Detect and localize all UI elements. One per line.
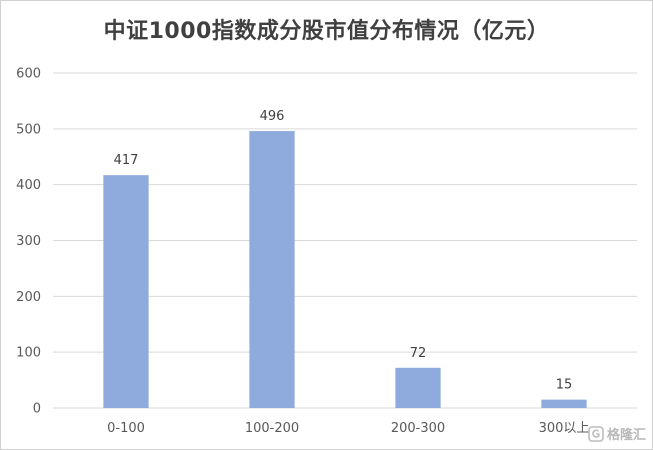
- watermark: 格隆汇: [588, 424, 646, 443]
- watermark-text: 格隆汇: [606, 428, 646, 443]
- y-tick-label-0: 0: [33, 402, 41, 417]
- data-label-0-100: 417: [114, 153, 139, 168]
- x-tick-label-0-100: 0-100: [107, 421, 145, 436]
- glh-logo-icon: [588, 425, 604, 442]
- bar-300以上: [541, 399, 587, 408]
- data-label-100-200: 496: [260, 109, 285, 124]
- bar-200-300: [395, 367, 441, 408]
- data-label-300以上: 15: [556, 378, 573, 393]
- x-tick-label-300以上: 300以上: [539, 421, 590, 436]
- grid-lines: [53, 72, 637, 409]
- bars: [103, 131, 587, 409]
- bar-100-200: [249, 131, 295, 409]
- bar-0-100: [103, 175, 149, 408]
- y-tick-label-1: 100: [16, 346, 41, 361]
- y-tick-label-3: 300: [16, 234, 41, 249]
- data-label-200-300: 72: [410, 346, 427, 361]
- y-tick-label-6: 600: [16, 67, 41, 82]
- x-tick-label-100-200: 100-200: [245, 421, 299, 436]
- y-tick-label-2: 200: [16, 290, 41, 305]
- y-tick-label-5: 500: [16, 122, 41, 137]
- chart-title: 中证1000指数成分股市值分布情况（亿元）: [103, 19, 550, 44]
- data-labels: 417 496 72 15: [114, 109, 573, 393]
- y-axis-ticks: 0 100 200 300 400 500 600: [16, 67, 41, 417]
- x-axis-ticks: 0-100 100-200 200-300 300以上: [107, 421, 589, 436]
- y-tick-label-4: 400: [16, 178, 41, 193]
- x-tick-label-200-300: 200-300: [391, 421, 445, 436]
